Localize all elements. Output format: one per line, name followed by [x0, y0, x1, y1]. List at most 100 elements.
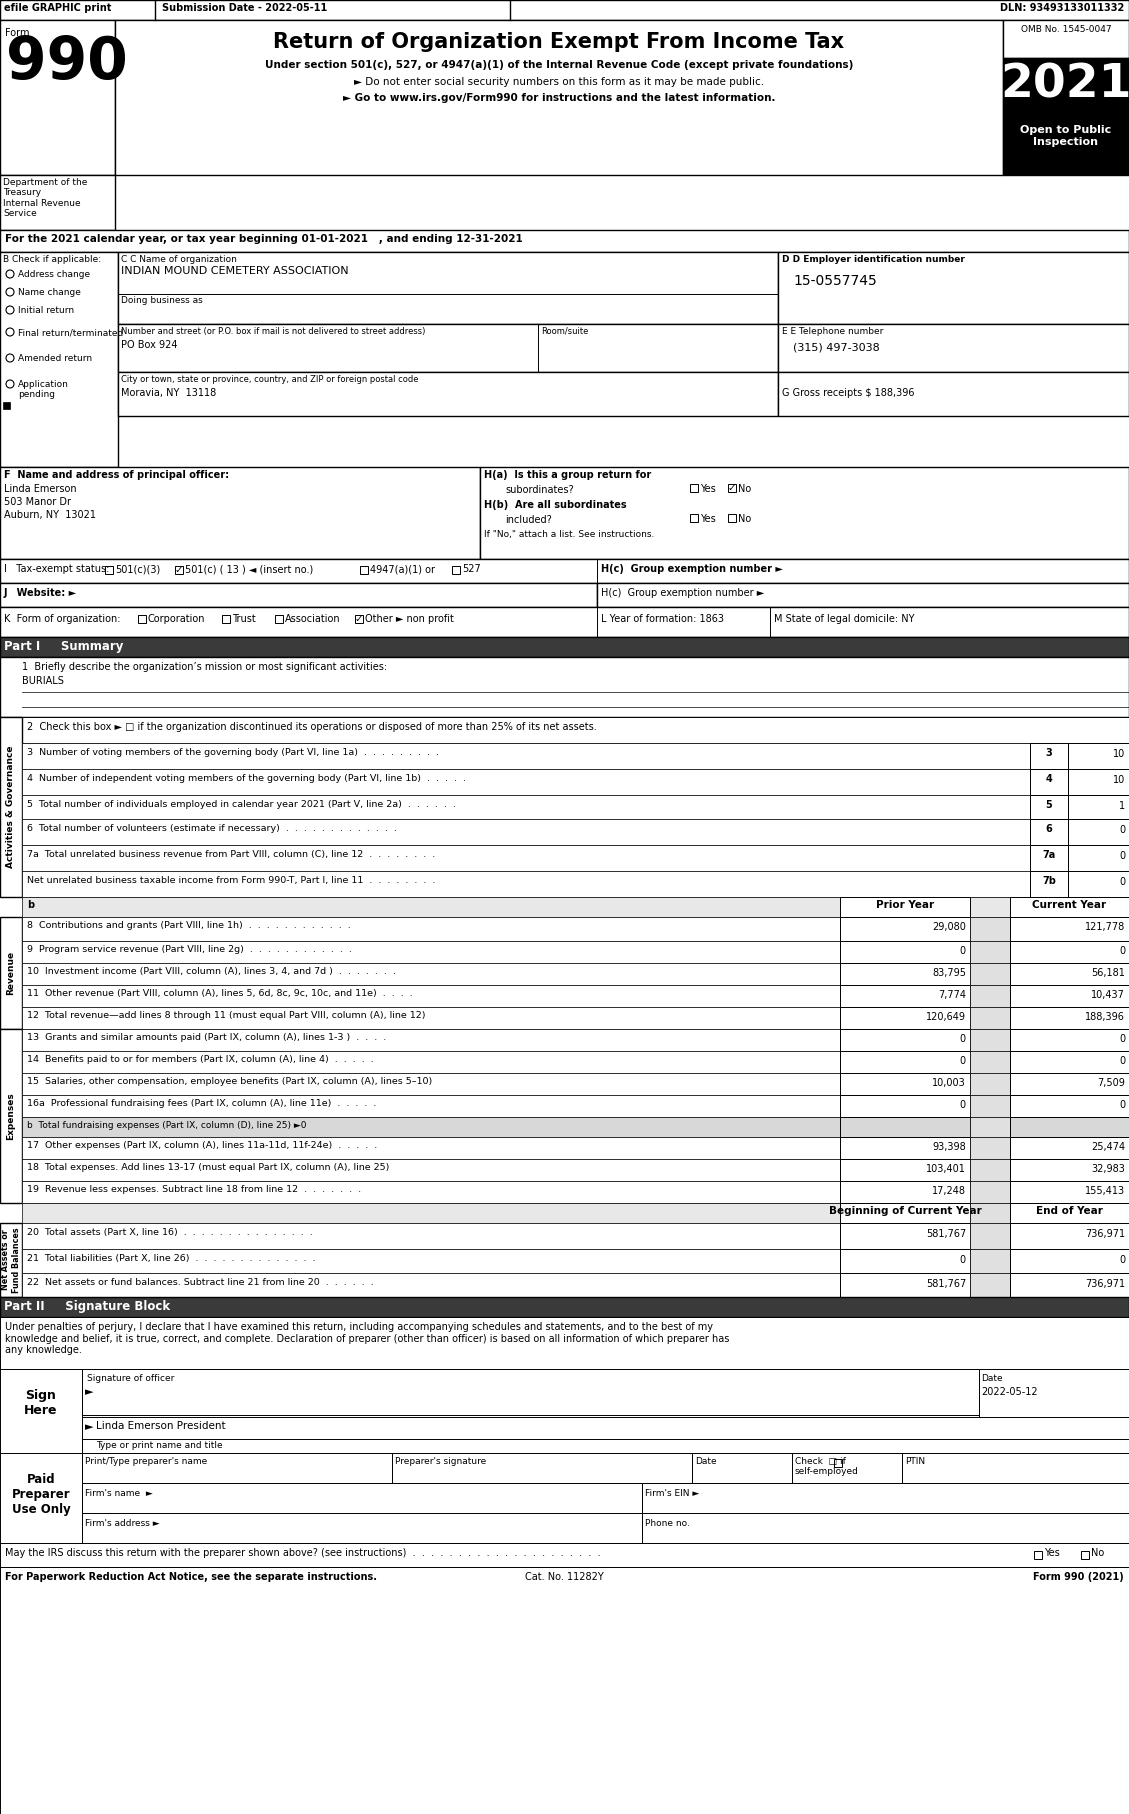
Text: efile GRAPHIC print: efile GRAPHIC print — [5, 4, 112, 13]
Text: 1  Briefly describe the organization’s mission or most significant activities:: 1 Briefly describe the organization’s mi… — [21, 662, 387, 671]
Text: 9  Program service revenue (Part VIII, line 2g)  .  .  .  .  .  .  .  .  .  .  .: 9 Program service revenue (Part VIII, li… — [27, 945, 352, 954]
Bar — [138, 615, 146, 622]
Bar — [21, 1159, 840, 1181]
Text: 17,248: 17,248 — [933, 1186, 966, 1195]
Text: Under penalties of perjury, I declare that I have examined this return, includin: Under penalties of perjury, I declare th… — [5, 1322, 729, 1355]
Text: Corporation: Corporation — [148, 613, 205, 624]
Bar — [840, 896, 970, 918]
Bar — [642, 1484, 1129, 1513]
Bar — [1010, 896, 1129, 918]
Bar — [970, 1029, 1010, 1050]
Bar — [1010, 1137, 1129, 1159]
Text: Department of the
Treasury
Internal Revenue
Service: Department of the Treasury Internal Reve… — [3, 178, 87, 218]
Text: K  Form of organization:: K Form of organization: — [5, 613, 121, 624]
Text: 0: 0 — [1119, 1056, 1124, 1067]
Text: ►: ► — [85, 1422, 94, 1431]
Bar — [21, 1223, 840, 1250]
Bar — [21, 1273, 840, 1297]
Bar — [1003, 20, 1129, 58]
Bar — [0, 1370, 82, 1453]
Text: 21  Total liabilities (Part X, line 26)  .  .  .  .  .  .  .  .  .  .  .  .  .  : 21 Total liabilities (Part X, line 26) .… — [27, 1253, 315, 1263]
Bar — [1003, 118, 1129, 174]
Text: 10: 10 — [1113, 775, 1124, 785]
Bar — [0, 1297, 1129, 1317]
Text: Revenue: Revenue — [7, 951, 16, 996]
Text: 14  Benefits paid to or for members (Part IX, column (A), line 4)  .  .  .  .  .: 14 Benefits paid to or for members (Part… — [27, 1056, 374, 1065]
Text: b  Total fundraising expenses (Part IX, column (D), line 25) ►0: b Total fundraising expenses (Part IX, c… — [27, 1121, 306, 1130]
Text: ✓: ✓ — [175, 564, 183, 575]
Bar — [728, 513, 736, 522]
Text: Open to Public
Inspection: Open to Public Inspection — [1021, 125, 1112, 147]
Bar — [21, 985, 840, 1007]
Text: Firm's name  ►: Firm's name ► — [85, 1489, 152, 1498]
Bar — [105, 566, 113, 573]
Text: 13  Grants and similar amounts paid (Part IX, column (A), lines 1-3 )  .  .  .  : 13 Grants and similar amounts paid (Part… — [27, 1032, 386, 1041]
Bar — [840, 985, 970, 1007]
Text: 20  Total assets (Part X, line 16)  .  .  .  .  .  .  .  .  .  .  .  .  .  .  .: 20 Total assets (Part X, line 16) . . . … — [27, 1228, 313, 1237]
Bar — [119, 325, 778, 372]
Bar — [21, 744, 1030, 769]
Bar — [0, 559, 1129, 582]
Bar — [0, 174, 115, 230]
Text: 16a  Professional fundraising fees (Part IX, column (A), line 11e)  .  .  .  .  : 16a Professional fundraising fees (Part … — [27, 1099, 376, 1108]
Text: 10  Investment income (Part VIII, column (A), lines 3, 4, and 7d )  .  .  .  .  : 10 Investment income (Part VIII, column … — [27, 967, 396, 976]
Text: 4: 4 — [1045, 775, 1052, 784]
Text: BURIALS: BURIALS — [21, 677, 64, 686]
Text: 2021: 2021 — [1000, 63, 1129, 109]
Bar — [690, 513, 698, 522]
Text: 7,509: 7,509 — [1097, 1078, 1124, 1088]
Bar — [0, 1567, 1129, 1814]
Bar — [1010, 963, 1129, 985]
Text: Net Assets or
Fund Balances: Net Assets or Fund Balances — [1, 1228, 20, 1293]
Bar — [115, 20, 1003, 174]
Bar — [82, 1453, 392, 1484]
Text: For Paperwork Reduction Act Notice, see the separate instructions.: For Paperwork Reduction Act Notice, see … — [5, 1573, 377, 1582]
Text: J   Website: ►: J Website: ► — [5, 588, 77, 599]
Bar — [1010, 1203, 1129, 1223]
Bar — [970, 918, 1010, 941]
Bar — [1010, 1074, 1129, 1096]
Bar — [21, 1029, 840, 1050]
Bar — [840, 941, 970, 963]
Bar — [970, 1074, 1010, 1096]
Bar — [480, 466, 1129, 559]
Text: 501(c) ( 13 ) ◄ (insert no.): 501(c) ( 13 ) ◄ (insert no.) — [185, 564, 313, 573]
Text: 0: 0 — [960, 1099, 966, 1110]
Text: Type or print name and title: Type or print name and title — [96, 1440, 222, 1449]
Bar — [840, 1029, 970, 1050]
Text: Under section 501(c), 527, or 4947(a)(1) of the Internal Revenue Code (except pr: Under section 501(c), 527, or 4947(a)(1)… — [265, 60, 854, 71]
Text: 527: 527 — [462, 564, 481, 573]
Text: Part II     Signature Block: Part II Signature Block — [5, 1301, 170, 1313]
Bar — [3, 403, 10, 408]
Bar — [1010, 1096, 1129, 1117]
Text: 581,767: 581,767 — [926, 1230, 966, 1239]
Bar — [793, 1453, 902, 1484]
Text: Phone no.: Phone no. — [645, 1518, 690, 1527]
Text: 56,181: 56,181 — [1091, 969, 1124, 978]
Text: Name change: Name change — [18, 288, 81, 297]
Text: 103,401: 103,401 — [926, 1165, 966, 1174]
Text: 10,003: 10,003 — [933, 1078, 966, 1088]
Bar — [21, 1137, 840, 1159]
Text: End of Year: End of Year — [1036, 1206, 1103, 1215]
Bar — [275, 615, 283, 622]
Text: 19  Revenue less expenses. Subtract line 18 from line 12  .  .  .  .  .  .  .: 19 Revenue less expenses. Subtract line … — [27, 1185, 361, 1194]
Bar — [0, 1029, 21, 1203]
Text: Moravia, NY  13118: Moravia, NY 13118 — [121, 388, 217, 397]
Bar — [1030, 896, 1129, 918]
Bar — [1010, 918, 1129, 941]
Text: Firm's EIN ►: Firm's EIN ► — [645, 1489, 699, 1498]
Bar — [597, 582, 1129, 608]
Text: 83,795: 83,795 — [933, 969, 966, 978]
Bar — [1068, 744, 1129, 769]
Text: 25,474: 25,474 — [1091, 1143, 1124, 1152]
Text: City or town, state or province, country, and ZIP or foreign postal code: City or town, state or province, country… — [121, 375, 419, 385]
Bar — [0, 918, 21, 1029]
Text: ► Do not enter social security numbers on this form as it may be made public.: ► Do not enter social security numbers o… — [353, 76, 764, 87]
Text: No: No — [738, 513, 751, 524]
Text: ►: ► — [85, 1388, 94, 1397]
Text: No: No — [738, 484, 751, 493]
Text: 0: 0 — [960, 1255, 966, 1264]
Text: 736,971: 736,971 — [1085, 1230, 1124, 1239]
Text: PO Box 924: PO Box 924 — [121, 339, 177, 350]
